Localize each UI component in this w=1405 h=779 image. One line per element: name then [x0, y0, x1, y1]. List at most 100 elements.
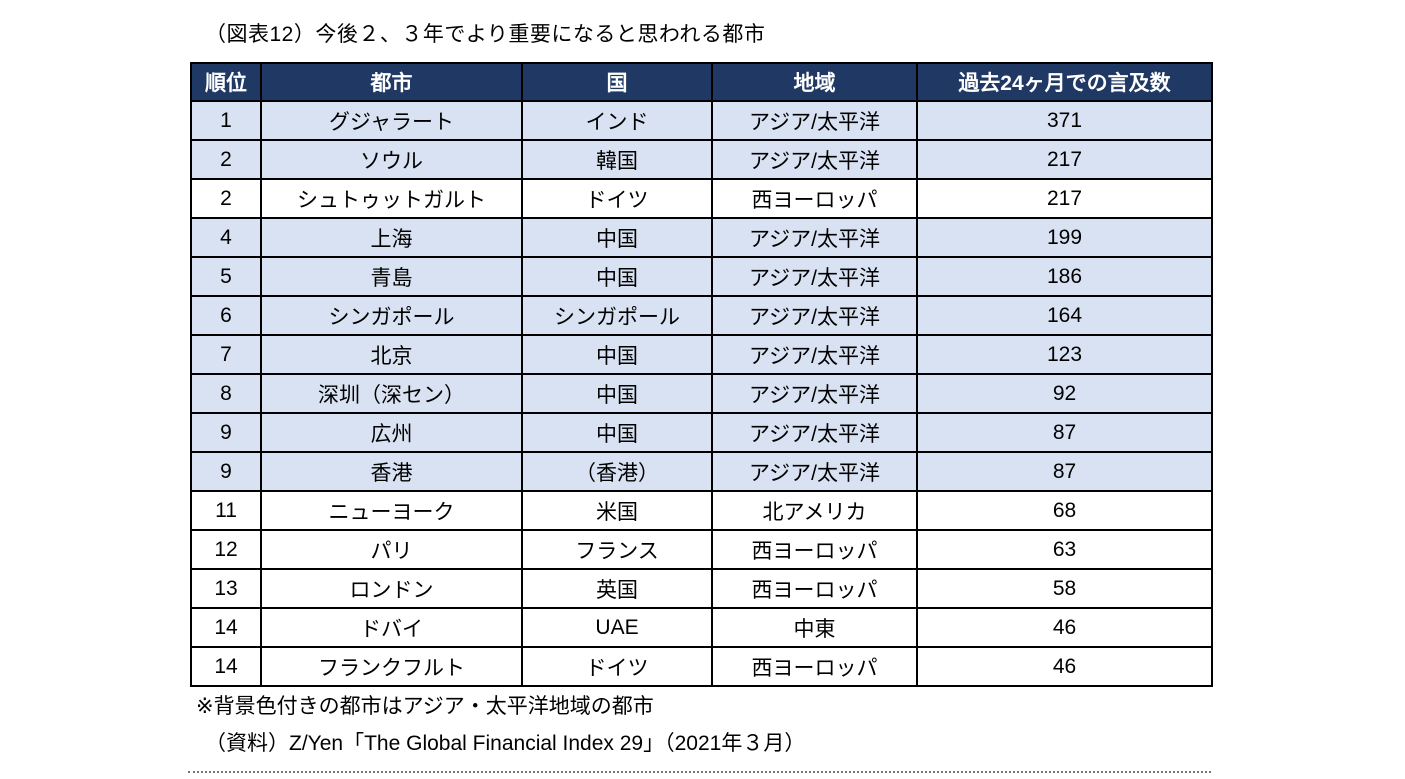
country-cell: フランス: [521, 529, 713, 570]
city-cell: シュトゥットガルト: [260, 178, 523, 219]
mentions-cell: 87: [916, 412, 1213, 453]
region-cell: アジア/太平洋: [711, 334, 918, 375]
mentions-cell: 92: [916, 373, 1213, 414]
highlight-note: ※背景色付きの都市はアジア・太平洋地域の都市: [196, 695, 654, 718]
table-row: 5 青島 中国 アジア/太平洋 186: [190, 256, 1213, 297]
city-cell: グジャラート: [260, 100, 523, 141]
table-row: 7 北京 中国 アジア/太平洋 123: [190, 334, 1213, 375]
mentions-cell: 199: [916, 217, 1213, 258]
col-header-mentions: 過去24ヶ月での言及数: [916, 62, 1213, 102]
rank-cell: 2: [190, 178, 262, 219]
rank-cell: 14: [190, 607, 262, 648]
rank-cell: 12: [190, 529, 262, 570]
figure-title: （図表12）今後２、３年でより重要になると思われる都市: [205, 23, 766, 46]
region-cell: 西ヨーロッパ: [711, 178, 918, 219]
col-header-rank: 順位: [190, 62, 262, 102]
table-row: 8 深圳（深セン） 中国 アジア/太平洋 92: [190, 373, 1213, 414]
mentions-cell: 46: [916, 646, 1213, 687]
rank-cell: 9: [190, 412, 262, 453]
table-body: 1 グジャラート インド アジア/太平洋 371 2 ソウル 韓国 アジア/太平洋 217 2 シュト…: [190, 100, 1213, 687]
table-row: 1 グジャラート インド アジア/太平洋 371: [190, 100, 1213, 141]
region-cell: 西ヨーロッパ: [711, 529, 918, 570]
country-cell: UAE: [521, 607, 713, 648]
mentions-cell: 186: [916, 256, 1213, 297]
mentions-cell: 217: [916, 178, 1213, 219]
city-cell: ソウル: [260, 139, 523, 180]
country-cell: 米国: [521, 490, 713, 531]
city-cell: 上海: [260, 217, 523, 258]
country-cell: インド: [521, 100, 713, 141]
table-row: 2 シュトゥットガルト ドイツ 西ヨーロッパ 217: [190, 178, 1213, 219]
region-cell: アジア/太平洋: [711, 217, 918, 258]
rank-cell: 4: [190, 217, 262, 258]
country-cell: （香港）: [521, 451, 713, 492]
city-cell: ニューヨーク: [260, 490, 523, 531]
mentions-cell: 68: [916, 490, 1213, 531]
rank-cell: 9: [190, 451, 262, 492]
region-cell: アジア/太平洋: [711, 256, 918, 297]
rank-cell: 11: [190, 490, 262, 531]
city-cell: 香港: [260, 451, 523, 492]
table-row: 13 ロンドン 英国 西ヨーロッパ 58: [190, 568, 1213, 609]
region-cell: 中東: [711, 607, 918, 648]
rank-cell: 1: [190, 100, 262, 141]
region-cell: アジア/太平洋: [711, 139, 918, 180]
city-ranking-table: 順位 都市 国 地域 過去24ヶ月での言及数 1 グジャラート インド アジア/太平洋…: [190, 62, 1213, 687]
city-cell: ドバイ: [260, 607, 523, 648]
table-row: 14 ドバイ UAE 中東 46: [190, 607, 1213, 648]
rank-cell: 14: [190, 646, 262, 687]
rank-cell: 5: [190, 256, 262, 297]
city-cell: 青島: [260, 256, 523, 297]
city-cell: パリ: [260, 529, 523, 570]
rank-cell: 7: [190, 334, 262, 375]
city-cell: 深圳（深セン）: [260, 373, 523, 414]
rank-cell: 13: [190, 568, 262, 609]
rank-cell: 2: [190, 139, 262, 180]
table-row: 9 広州 中国 アジア/太平洋 87: [190, 412, 1213, 453]
region-cell: 西ヨーロッパ: [711, 568, 918, 609]
table-row: 4 上海 中国 アジア/太平洋 199: [190, 217, 1213, 258]
region-cell: アジア/太平洋: [711, 295, 918, 336]
country-cell: ドイツ: [521, 646, 713, 687]
region-cell: 北アメリカ: [711, 490, 918, 531]
table-row: 12 パリ フランス 西ヨーロッパ 63: [190, 529, 1213, 570]
mentions-cell: 164: [916, 295, 1213, 336]
region-cell: アジア/太平洋: [711, 451, 918, 492]
col-header-country: 国: [521, 62, 713, 102]
country-cell: 中国: [521, 256, 713, 297]
mentions-cell: 123: [916, 334, 1213, 375]
country-cell: 中国: [521, 412, 713, 453]
country-cell: 韓国: [521, 139, 713, 180]
mentions-cell: 63: [916, 529, 1213, 570]
table-row: 6 シンガポール シンガポール アジア/太平洋 164: [190, 295, 1213, 336]
table-row: 14 フランクフルト ドイツ 西ヨーロッパ 46: [190, 646, 1213, 687]
region-cell: 西ヨーロッパ: [711, 646, 918, 687]
rank-cell: 6: [190, 295, 262, 336]
mentions-cell: 46: [916, 607, 1213, 648]
col-header-city: 都市: [260, 62, 523, 102]
region-cell: アジア/太平洋: [711, 412, 918, 453]
country-cell: 中国: [521, 334, 713, 375]
dotted-divider: [188, 771, 1211, 773]
mentions-cell: 217: [916, 139, 1213, 180]
mentions-cell: 58: [916, 568, 1213, 609]
country-cell: ドイツ: [521, 178, 713, 219]
table-row: 2 ソウル 韓国 アジア/太平洋 217: [190, 139, 1213, 180]
table-row: 11 ニューヨーク 米国 北アメリカ 68: [190, 490, 1213, 531]
country-cell: 中国: [521, 217, 713, 258]
source-note: （資料）Z/Yen「The Global Financial Index 29」…: [205, 732, 806, 755]
city-cell: シンガポール: [260, 295, 523, 336]
city-cell: 北京: [260, 334, 523, 375]
region-cell: アジア/太平洋: [711, 373, 918, 414]
city-cell: ロンドン: [260, 568, 523, 609]
city-cell: 広州: [260, 412, 523, 453]
country-cell: 英国: [521, 568, 713, 609]
mentions-cell: 87: [916, 451, 1213, 492]
region-cell: アジア/太平洋: [711, 100, 918, 141]
mentions-cell: 371: [916, 100, 1213, 141]
table-row: 9 香港 （香港） アジア/太平洋 87: [190, 451, 1213, 492]
country-cell: 中国: [521, 373, 713, 414]
header-row: 順位 都市 国 地域 過去24ヶ月での言及数: [190, 62, 1213, 102]
rank-cell: 8: [190, 373, 262, 414]
